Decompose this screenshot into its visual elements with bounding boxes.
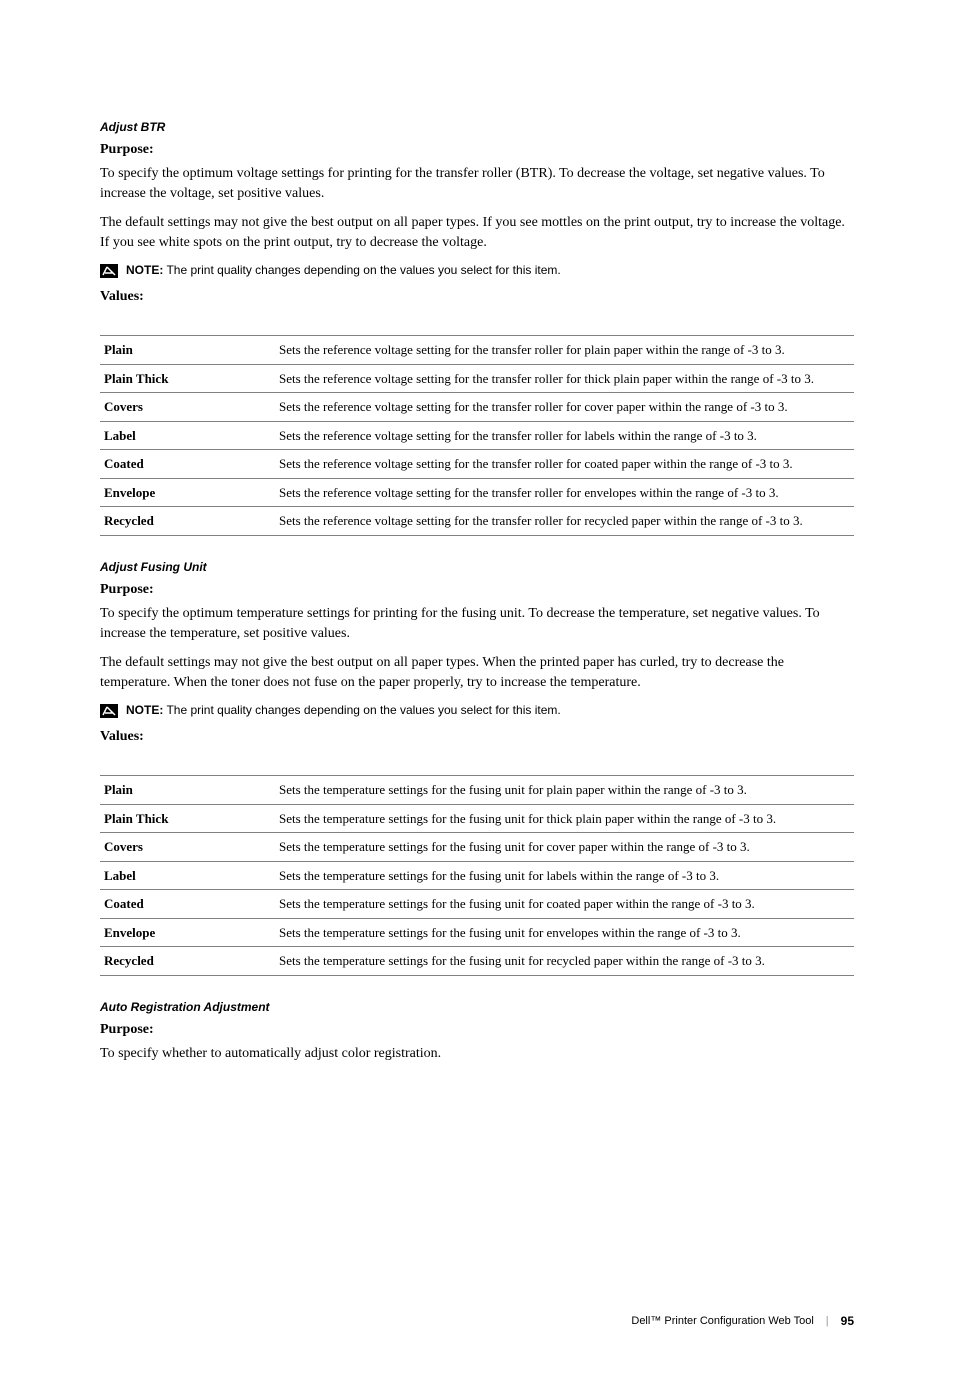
row-desc: Sets the reference voltage setting for t… xyxy=(275,421,854,450)
row-name: Envelope xyxy=(100,478,275,507)
row-name: Coated xyxy=(100,450,275,479)
table-row: PlainSets the temperature settings for t… xyxy=(100,776,854,805)
purpose-label: Purpose: xyxy=(100,142,854,158)
row-name: Plain Thick xyxy=(100,364,275,393)
row-desc: Sets the temperature settings for the fu… xyxy=(275,776,854,805)
row-name: Covers xyxy=(100,393,275,422)
values-label: Values: xyxy=(100,729,854,745)
note-label: NOTE: xyxy=(126,263,163,277)
note-row: NOTE: The print quality changes dependin… xyxy=(100,262,854,279)
row-desc: Sets the reference voltage setting for t… xyxy=(275,336,854,365)
purpose-label: Purpose: xyxy=(100,1022,854,1038)
table-row: RecycledSets the reference voltage setti… xyxy=(100,507,854,536)
table-row: LabelSets the reference voltage setting … xyxy=(100,421,854,450)
note-body: The print quality changes depending on t… xyxy=(163,263,560,277)
row-name: Coated xyxy=(100,890,275,919)
note-body: The print quality changes depending on t… xyxy=(163,703,560,717)
table-row: CoatedSets the temperature settings for … xyxy=(100,890,854,919)
row-desc: Sets the temperature settings for the fu… xyxy=(275,861,854,890)
page-number: 95 xyxy=(841,1314,854,1328)
purpose-text-1: To specify whether to automatically adju… xyxy=(100,1044,854,1064)
purpose-text-2: The default settings may not give the be… xyxy=(100,213,854,252)
table-row: Plain ThickSets the temperature settings… xyxy=(100,804,854,833)
table-row: CoversSets the reference voltage setting… xyxy=(100,393,854,422)
heading-adjust-fusing: Adjust Fusing Unit xyxy=(100,560,854,574)
row-desc: Sets the temperature settings for the fu… xyxy=(275,918,854,947)
note-row: NOTE: The print quality changes dependin… xyxy=(100,702,854,719)
purpose-label: Purpose: xyxy=(100,582,854,598)
row-desc: Sets the reference voltage setting for t… xyxy=(275,364,854,393)
row-desc: Sets the temperature settings for the fu… xyxy=(275,804,854,833)
table-row: Plain ThickSets the reference voltage se… xyxy=(100,364,854,393)
heading-auto-registration: Auto Registration Adjustment xyxy=(100,1000,854,1014)
note-label: NOTE: xyxy=(126,703,163,717)
row-name: Recycled xyxy=(100,947,275,976)
row-name: Recycled xyxy=(100,507,275,536)
table-row: CoversSets the temperature settings for … xyxy=(100,833,854,862)
row-desc: Sets the reference voltage setting for t… xyxy=(275,478,854,507)
table-row: CoatedSets the reference voltage setting… xyxy=(100,450,854,479)
purpose-text-2: The default settings may not give the be… xyxy=(100,653,854,692)
table-row: EnvelopeSets the reference voltage setti… xyxy=(100,478,854,507)
note-icon xyxy=(100,264,118,278)
row-name: Label xyxy=(100,421,275,450)
row-desc: Sets the reference voltage setting for t… xyxy=(275,393,854,422)
row-name: Plain xyxy=(100,336,275,365)
row-desc: Sets the temperature settings for the fu… xyxy=(275,890,854,919)
footer-title: Dell™ Printer Configuration Web Tool xyxy=(631,1315,813,1327)
table-row: LabelSets the temperature settings for t… xyxy=(100,861,854,890)
note-text: NOTE: The print quality changes dependin… xyxy=(126,262,561,279)
section-auto-registration: Auto Registration Adjustment Purpose: To… xyxy=(100,1000,854,1064)
row-desc: Sets the reference voltage setting for t… xyxy=(275,450,854,479)
values-label: Values: xyxy=(100,289,854,305)
row-name: Envelope xyxy=(100,918,275,947)
table-row: EnvelopeSets the temperature settings fo… xyxy=(100,918,854,947)
table-row: PlainSets the reference voltage setting … xyxy=(100,336,854,365)
row-desc: Sets the reference voltage setting for t… xyxy=(275,507,854,536)
note-icon xyxy=(100,704,118,718)
section-adjust-fusing-unit: Adjust Fusing Unit Purpose: To specify t… xyxy=(100,560,854,976)
row-name: Plain Thick xyxy=(100,804,275,833)
section-adjust-btr: Adjust BTR Purpose: To specify the optim… xyxy=(100,120,854,536)
row-name: Label xyxy=(100,861,275,890)
table-adjust-btr: PlainSets the reference voltage setting … xyxy=(100,335,854,536)
purpose-text-1: To specify the optimum voltage settings … xyxy=(100,164,854,203)
table-row: RecycledSets the temperature settings fo… xyxy=(100,947,854,976)
table-adjust-fusing: PlainSets the temperature settings for t… xyxy=(100,775,854,976)
page-footer: Dell™ Printer Configuration Web Tool | 9… xyxy=(100,1314,854,1328)
row-desc: Sets the temperature settings for the fu… xyxy=(275,947,854,976)
row-name: Covers xyxy=(100,833,275,862)
heading-adjust-btr: Adjust BTR xyxy=(100,120,854,134)
footer-separator: | xyxy=(826,1315,829,1327)
note-text: NOTE: The print quality changes dependin… xyxy=(126,702,561,719)
row-name: Plain xyxy=(100,776,275,805)
purpose-text-1: To specify the optimum temperature setti… xyxy=(100,604,854,643)
row-desc: Sets the temperature settings for the fu… xyxy=(275,833,854,862)
